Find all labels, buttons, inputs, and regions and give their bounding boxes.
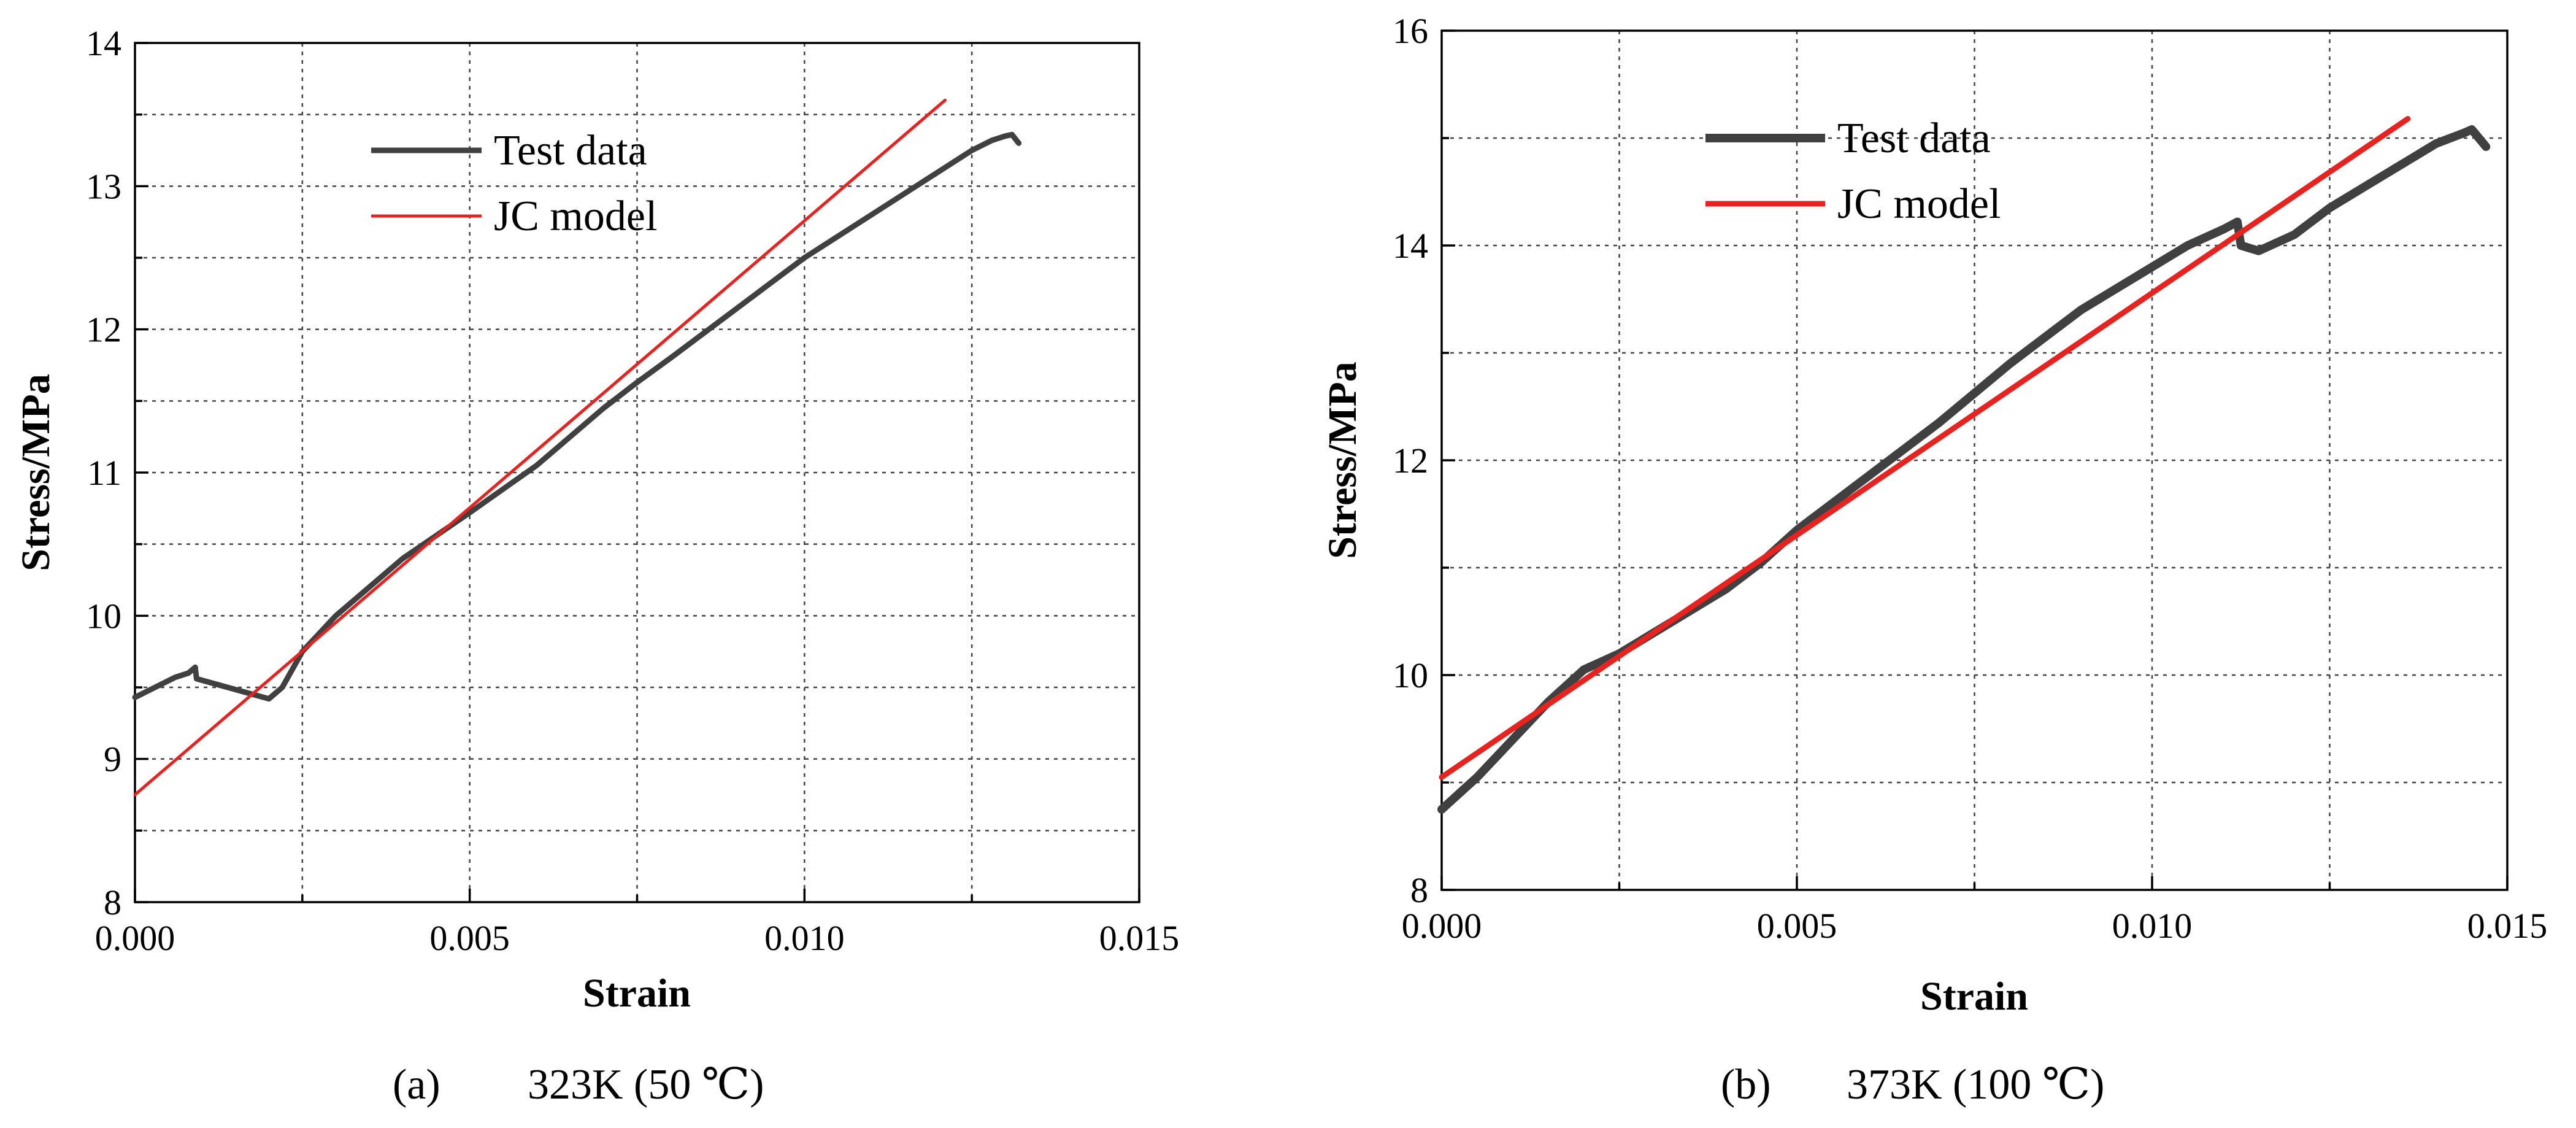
chart-b-y-axis-title: Stress/MPa	[1320, 361, 1365, 558]
chart-a-y-tick-label: 10	[86, 596, 121, 636]
chart-b-y-tick-label: 14	[1393, 226, 1428, 266]
chart-a-x-tick-label: 0.005	[429, 918, 510, 958]
chart-a: 8 9 10 11 12 13 14 0.000 0.005 0.010 0.0…	[13, 23, 1179, 1108]
chart-a-series-jc-model	[133, 98, 947, 797]
chart-b-legend-label-model: JC model	[1837, 180, 2001, 228]
chart-a-y-tick-label: 13	[86, 166, 121, 206]
chart-a-ticks	[134, 42, 1140, 903]
chart-b-x-tick-label: 0.000	[1402, 906, 1482, 946]
chart-a-x-tick-label: 0.015	[1099, 918, 1180, 958]
chart-a-series	[132, 98, 1022, 797]
chart-b-x-tick-label: 0.010	[2112, 906, 2193, 946]
chart-b-y-tick-label: 16	[1393, 11, 1428, 51]
chart-a-y-tick-label: 8	[104, 883, 121, 922]
chart-b-x-tick-label: 0.015	[2467, 906, 2548, 946]
chart-b-x-axis-title: Strain	[1920, 974, 2028, 1019]
chart-a-y-tick-label: 9	[104, 740, 121, 779]
chart-a-y-tick-label: 11	[87, 453, 121, 493]
chart-b-series	[1437, 116, 2491, 814]
chart-a-y-tick-label: 14	[86, 23, 121, 63]
chart-b-legend-label-test: Test data	[1837, 115, 1991, 162]
chart-b-x-tick-label: 0.005	[1757, 906, 1837, 946]
chart-b-gridlines	[1442, 31, 2507, 890]
chart-a-legend-label-test: Test data	[494, 127, 647, 174]
chart-a-series-test-data	[132, 131, 1022, 702]
chart-a-x-axis-title: Strain	[583, 971, 691, 1016]
chart-b-y-tick-label: 8	[1410, 870, 1428, 910]
chart-a-legend-label-model: JC model	[494, 193, 657, 240]
chart-a-gridlines	[135, 43, 1139, 902]
chart-b-y-tick-label: 10	[1393, 655, 1428, 695]
chart-b: 8 10 12 14 16 0.000 0.005 0.010 0.015 St…	[1320, 11, 2547, 1108]
chart-b-legend: Test data JC model	[1705, 115, 2001, 228]
chart-a-x-tick-label: 0.010	[764, 918, 845, 958]
chart-b-series-jc-model	[1439, 116, 2411, 780]
chart-b-caption-text: 373K (100 ℃)	[1847, 1061, 2104, 1108]
chart-a-legend: Test data JC model	[371, 127, 657, 240]
chart-b-caption-letter: (b)	[1721, 1061, 1771, 1108]
chart-b-y-tick-label: 12	[1393, 441, 1428, 481]
chart-b-ticks	[1440, 29, 2509, 891]
chart-a-caption-text: 323K (50 ℃)	[528, 1061, 764, 1108]
chart-a-y-tick-label: 12	[86, 310, 121, 350]
chart-b-series-test-data	[1437, 125, 2491, 814]
chart-a-x-tick-label: 0.000	[95, 918, 175, 958]
chart-a-y-axis-title: Stress/MPa	[13, 374, 58, 571]
chart-a-caption-letter: (a)	[393, 1061, 440, 1108]
